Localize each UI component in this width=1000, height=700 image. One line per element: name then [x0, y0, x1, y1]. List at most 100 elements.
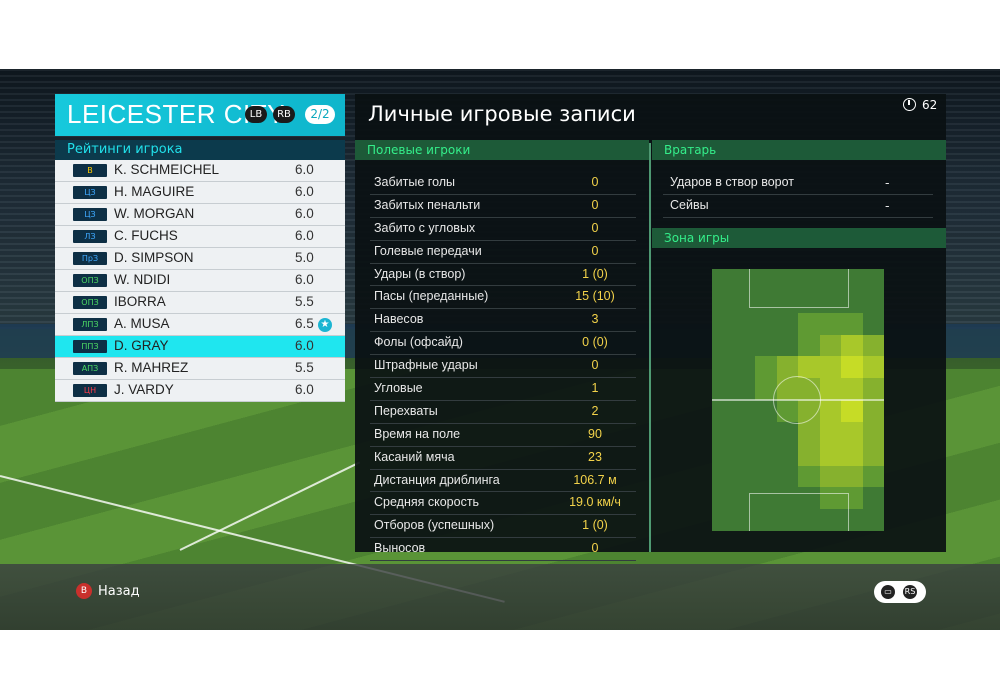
- field-marking: [749, 493, 849, 531]
- stat-label: Навесов: [374, 312, 424, 327]
- heatmap-cell: [819, 269, 842, 292]
- stat-label: Отборов (успешных): [374, 518, 495, 533]
- heatmap-cell: [841, 378, 863, 401]
- heatmap-cell: [798, 334, 820, 357]
- heatmap-cell: [819, 421, 842, 445]
- back-label[interactable]: Назад: [98, 584, 140, 599]
- stat-row: Средняя скорость 19.0 км/ч: [370, 492, 636, 516]
- player-row[interactable]: ППЗ D. GRAY 6.0: [55, 336, 345, 358]
- team-header: LEICESTER CITY LB RB 2/2: [55, 94, 345, 136]
- player-rating: 6.0: [295, 228, 314, 243]
- heatmap-cell: [819, 400, 842, 423]
- field-marking: [749, 269, 849, 308]
- heatmap-cell: [862, 378, 884, 401]
- stat-value: 15 (10): [575, 289, 615, 304]
- records-panel: Личные игровые записи 62 Полевые игроки …: [355, 94, 946, 562]
- stat-row: Забито с угловых 0: [370, 218, 636, 241]
- stat-row: Угловые 1: [370, 378, 636, 401]
- heatmap-cell: [712, 269, 734, 292]
- controls-hint[interactable]: ▭ RS: [874, 581, 926, 603]
- stat-label: Время на поле: [374, 426, 461, 441]
- player-name: C. FUCHS: [114, 228, 178, 243]
- heatmap-cell: [712, 465, 734, 488]
- player-row[interactable]: ЦН J. VARDY 6.0: [55, 380, 345, 402]
- heatmap-cell: [798, 421, 820, 445]
- rs-button-icon[interactable]: RS: [903, 585, 917, 599]
- stat-label: Средняя скорость: [374, 495, 480, 510]
- position-badge: ОПЗ: [73, 274, 107, 287]
- player-row[interactable]: ЦЗ H. MAGUIRE 6.0: [55, 182, 345, 204]
- player-rating: 5.5: [295, 294, 314, 309]
- stat-label: Пасы (переданные): [374, 289, 489, 304]
- player-rating: 6.0: [295, 272, 314, 287]
- lb-button[interactable]: LB: [245, 106, 267, 123]
- stat-value: 0: [591, 541, 599, 556]
- gk-stat-value: -: [885, 197, 890, 213]
- stat-row: Касаний мяча 23: [370, 447, 636, 470]
- heatmap-cell: [841, 400, 863, 423]
- heatmap-cell: [841, 312, 863, 335]
- heatmap-cell: [819, 487, 842, 510]
- player-rating: 6.0: [295, 338, 314, 353]
- player-name: R. MAHREZ: [114, 360, 189, 375]
- position-badge: АПЗ: [73, 362, 107, 375]
- stat-value: 90: [588, 426, 602, 441]
- heatmap-cell: [776, 421, 799, 445]
- heatmap-cell: [819, 356, 842, 379]
- player-row[interactable]: ЛПЗ A. MUSA 6.5 ★: [55, 314, 345, 336]
- stat-value: 0: [591, 358, 599, 373]
- position-badge: ОПЗ: [73, 296, 107, 309]
- player-name: D. GRAY: [114, 338, 169, 353]
- player-row[interactable]: ПрЗ D. SIMPSON 5.0: [55, 248, 345, 270]
- stat-label: Дистанция дриблинга: [374, 472, 500, 487]
- back-button-icon[interactable]: B: [76, 583, 92, 599]
- heatmap-cell: [841, 509, 863, 531]
- heatmap-cell: [862, 400, 884, 423]
- heatmap-cell: [755, 356, 777, 379]
- stat-label: Выносов: [374, 541, 426, 556]
- heatmap-cell: [712, 487, 734, 510]
- heatmap-cell: [733, 443, 756, 466]
- gk-stat-row: Сейвы -: [663, 195, 933, 218]
- heatmap-cell: [776, 334, 799, 357]
- heatmap-cell: [841, 487, 863, 510]
- player-row[interactable]: ОПЗ IBORRA 5.5: [55, 292, 345, 314]
- position-badge: ЛПЗ: [73, 318, 107, 331]
- stat-value: 0 (0): [582, 335, 608, 350]
- player-row[interactable]: ОПЗ W. NDIDI 6.0: [55, 270, 345, 292]
- field-player-stats: Забитые голы 0 Забитых пенальти 0 Забито с у…: [370, 172, 636, 562]
- field-players-header: Полевые игроки: [355, 140, 649, 160]
- player-name: W. NDIDI: [114, 272, 171, 287]
- heatmap-cell: [819, 443, 842, 466]
- chat-icon[interactable]: ▭: [881, 585, 895, 599]
- heatmap-cell: [776, 487, 799, 510]
- clock-icon: [903, 98, 916, 111]
- stat-row: Забитых пенальти 0: [370, 195, 636, 218]
- stat-row: Удары (в створ) 1 (0): [370, 264, 636, 287]
- heatmap-cell: [733, 421, 756, 445]
- heatmap-cell: [819, 334, 842, 357]
- heatmap-cell: [819, 509, 842, 531]
- position-badge: ЦН: [73, 384, 107, 397]
- rb-button[interactable]: RB: [273, 106, 295, 123]
- heatmap-cell: [712, 356, 734, 379]
- stat-value: 0: [591, 243, 599, 258]
- player-row[interactable]: ЦЗ W. MORGAN 6.0: [55, 204, 345, 226]
- heatmap-cell: [819, 465, 842, 488]
- stat-value: 0: [591, 175, 599, 189]
- position-badge: ПрЗ: [73, 252, 107, 265]
- heatmap-cell: [841, 334, 863, 357]
- player-name: J. VARDY: [114, 382, 174, 397]
- heatmap-cell: [776, 269, 799, 292]
- player-row[interactable]: АПЗ R. MAHREZ 5.5: [55, 358, 345, 380]
- player-rating: 6.5: [295, 316, 314, 331]
- heatmap-cell: [733, 334, 756, 357]
- player-row[interactable]: ЛЗ C. FUCHS 6.0: [55, 226, 345, 248]
- heatmap-cell: [755, 400, 777, 423]
- stat-row: Пасы (переданные) 15 (10): [370, 286, 636, 310]
- heatmap-cell: [819, 312, 842, 335]
- heatmap-cell: [819, 378, 842, 401]
- player-row[interactable]: В K. SCHMEICHEL 6.0: [55, 160, 345, 182]
- stat-label: Забито с угловых: [374, 220, 476, 235]
- stat-value: 1: [591, 381, 599, 396]
